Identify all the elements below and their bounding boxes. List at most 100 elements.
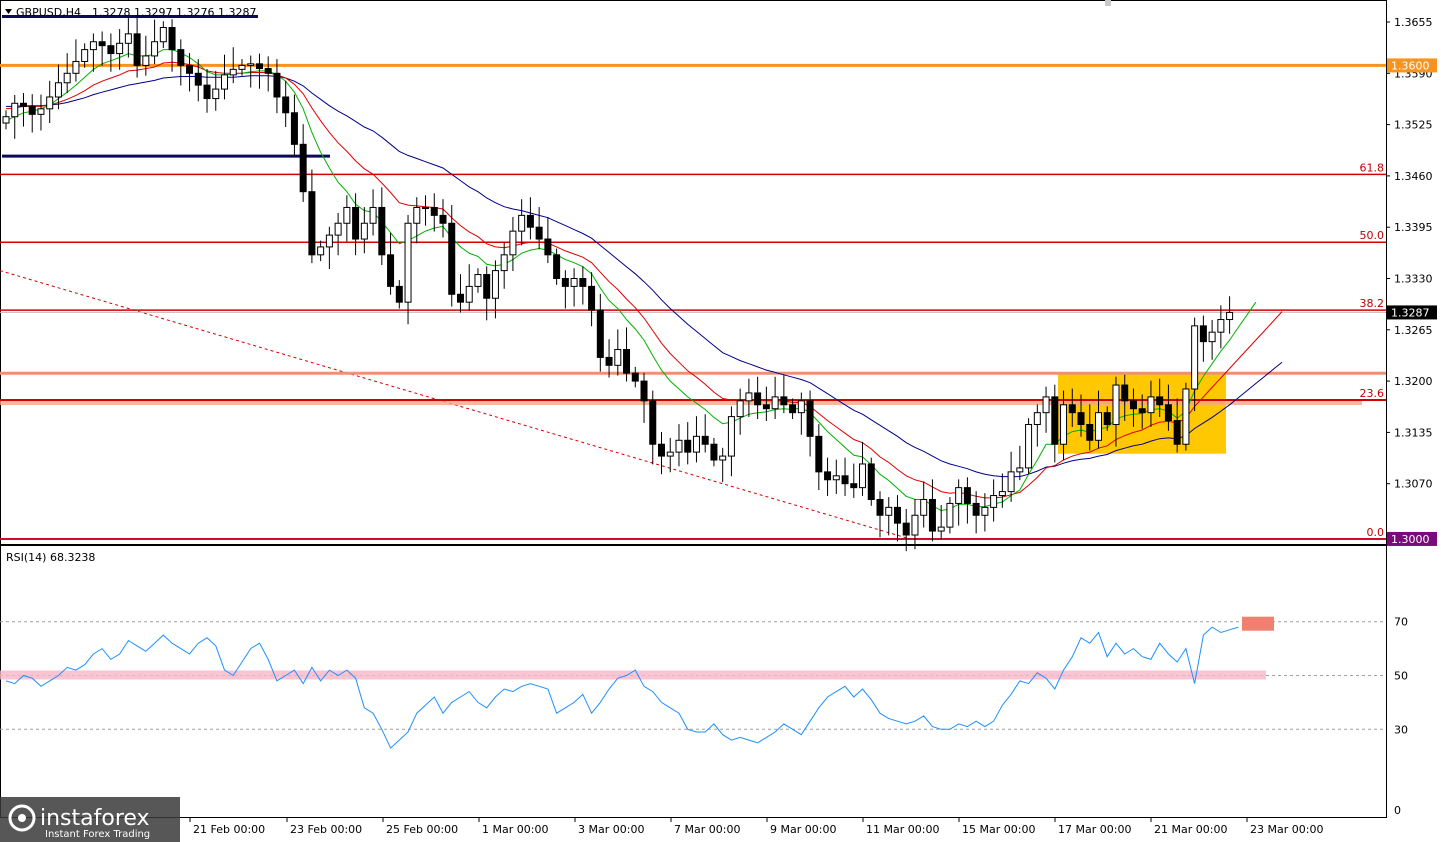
candle[interactable]	[1068, 388, 1076, 427]
candle[interactable]	[168, 19, 176, 72]
candle[interactable]	[2, 110, 10, 130]
candle[interactable]	[1103, 406, 1111, 431]
candle[interactable]	[430, 193, 438, 232]
candle[interactable]	[640, 372, 648, 423]
candle[interactable]	[19, 93, 27, 127]
candle[interactable]	[422, 195, 430, 226]
candle[interactable]	[850, 463, 858, 498]
candle[interactable]	[937, 505, 945, 540]
candle[interactable]	[570, 268, 578, 307]
candle[interactable]	[11, 95, 19, 139]
candle[interactable]	[885, 497, 893, 536]
candle[interactable]	[1112, 376, 1120, 447]
candle[interactable]	[212, 70, 220, 111]
candle[interactable]	[841, 457, 849, 496]
candle[interactable]	[500, 242, 508, 289]
candle[interactable]	[771, 376, 779, 419]
candle[interactable]	[1208, 319, 1216, 360]
candle[interactable]	[815, 424, 823, 491]
candle[interactable]	[387, 232, 395, 295]
candle[interactable]	[780, 374, 788, 414]
candle[interactable]	[1051, 384, 1059, 463]
candle[interactable]	[81, 43, 89, 68]
candle[interactable]	[107, 33, 115, 72]
candle[interactable]	[465, 264, 473, 311]
candle[interactable]	[98, 31, 106, 66]
candle[interactable]	[631, 366, 639, 388]
candle[interactable]	[867, 457, 875, 506]
candle[interactable]	[1016, 445, 1024, 481]
candle[interactable]	[72, 39, 80, 82]
candle[interactable]	[692, 416, 700, 463]
candle[interactable]	[229, 47, 237, 84]
candle[interactable]	[614, 329, 622, 376]
candle[interactable]	[413, 197, 421, 244]
candle[interactable]	[177, 39, 185, 86]
candle[interactable]	[1060, 390, 1068, 461]
candle[interactable]	[439, 199, 447, 238]
candle[interactable]	[797, 392, 805, 435]
candle[interactable]	[649, 390, 657, 465]
candle[interactable]	[762, 386, 770, 421]
candle[interactable]	[334, 212, 342, 256]
candle[interactable]	[658, 432, 665, 475]
candle[interactable]	[247, 55, 255, 88]
candle[interactable]	[1129, 388, 1137, 427]
candle[interactable]	[736, 388, 744, 435]
candle[interactable]	[1121, 374, 1129, 421]
candle[interactable]	[1191, 317, 1199, 412]
candle[interactable]	[623, 327, 631, 382]
candle[interactable]	[946, 497, 954, 534]
candle[interactable]	[142, 35, 150, 76]
candle[interactable]	[194, 59, 202, 102]
candle[interactable]	[789, 398, 797, 419]
shift-marker[interactable]	[1105, 0, 1111, 6]
candle[interactable]	[561, 270, 569, 309]
candle[interactable]	[719, 447, 727, 483]
candle[interactable]	[701, 414, 709, 453]
candle[interactable]	[754, 376, 762, 419]
candle[interactable]	[832, 459, 840, 494]
candle[interactable]	[1007, 451, 1015, 502]
candle[interactable]	[605, 339, 613, 378]
candle[interactable]	[89, 33, 97, 72]
candle[interactable]	[893, 495, 901, 542]
candle[interactable]	[1147, 380, 1155, 427]
candle[interactable]	[491, 260, 499, 319]
candle[interactable]	[238, 59, 246, 76]
candle[interactable]	[666, 437, 674, 473]
candle[interactable]	[1226, 296, 1234, 334]
candle[interactable]	[596, 293, 604, 372]
candle[interactable]	[859, 441, 867, 496]
candle[interactable]	[727, 406, 735, 477]
candle[interactable]	[308, 169, 316, 264]
candle[interactable]	[1086, 404, 1094, 451]
candle[interactable]	[902, 508, 910, 552]
candle[interactable]	[535, 207, 543, 250]
header-dropdown-icon[interactable]	[5, 9, 12, 14]
candle[interactable]	[1077, 394, 1085, 437]
candle[interactable]	[133, 15, 141, 78]
candle[interactable]	[553, 248, 561, 285]
candle[interactable]	[255, 53, 263, 89]
candle[interactable]	[474, 268, 482, 293]
candle[interactable]	[1156, 378, 1164, 418]
candle[interactable]	[63, 53, 71, 94]
candle[interactable]	[116, 29, 124, 70]
candle[interactable]	[360, 207, 368, 254]
candle[interactable]	[395, 280, 403, 309]
candle[interactable]	[1095, 390, 1102, 449]
candle[interactable]	[990, 479, 998, 522]
candle[interactable]	[1033, 404, 1041, 447]
candle[interactable]	[282, 80, 290, 127]
candle[interactable]	[509, 216, 517, 272]
candle[interactable]	[1042, 386, 1050, 433]
candle[interactable]	[675, 424, 683, 467]
candle[interactable]	[448, 205, 456, 307]
candle[interactable]	[998, 473, 1006, 508]
candle[interactable]	[544, 216, 552, 264]
candle[interactable]	[46, 80, 54, 124]
candle[interactable]	[203, 68, 211, 113]
candle[interactable]	[1173, 398, 1181, 453]
